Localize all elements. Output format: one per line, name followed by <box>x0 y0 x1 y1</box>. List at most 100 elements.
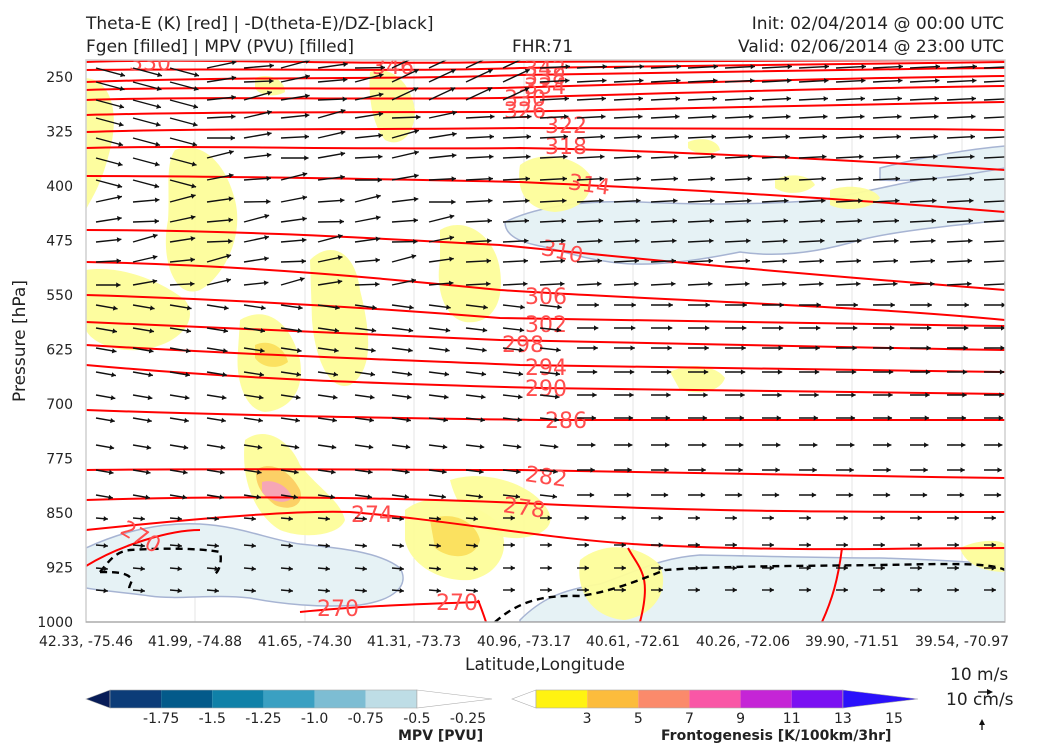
wind-vector-head <box>673 198 678 204</box>
wind-vector <box>687 79 718 83</box>
fgen-region <box>775 175 815 193</box>
wind-vector-head <box>518 371 524 377</box>
x-tick-label: 39.54, -70.97 <box>915 634 1009 650</box>
wind-vector-head <box>378 72 384 78</box>
wind-vector-head <box>968 218 973 224</box>
y-tick-label: 700 <box>46 397 73 413</box>
wind-vector <box>428 60 448 69</box>
wind-vector-head <box>816 302 821 308</box>
wind-vector-head <box>738 467 743 473</box>
wind-vector-head <box>339 197 345 204</box>
wind-vector-head <box>413 69 419 74</box>
theta-e-contour <box>86 409 1005 422</box>
wind-vector <box>317 152 346 159</box>
wind-vector <box>761 219 789 223</box>
theta-e-contour <box>86 61 1005 71</box>
wind-vector-head <box>779 302 784 308</box>
wind-vector-head <box>1006 198 1010 203</box>
wind-vector-head <box>859 154 864 160</box>
y-tick-label: 250 <box>46 70 73 86</box>
wind-vector-head <box>371 347 376 353</box>
wind-vector-head <box>666 369 672 375</box>
wind-vector-head <box>565 64 570 70</box>
wind-vector-head <box>553 444 559 450</box>
wind-vector-head <box>305 93 310 99</box>
wind-vector <box>798 199 826 203</box>
wind-vector-head <box>954 587 959 593</box>
mpv-colorbar-swatch <box>314 690 366 708</box>
wind-vector-head <box>481 371 487 377</box>
wind-vector-head <box>561 218 566 224</box>
wind-vector <box>946 219 974 223</box>
wind-vector <box>391 129 420 139</box>
wind-vector <box>909 199 937 203</box>
wind-vector <box>280 114 310 119</box>
wind-vector <box>946 65 977 69</box>
wind-vector-head <box>823 114 828 120</box>
wind-vector <box>872 177 900 181</box>
wind-vector-head <box>557 304 562 310</box>
wind-vector-head <box>554 417 559 423</box>
wind-vector <box>983 66 1005 69</box>
mpv-colorbar-swatch <box>212 690 264 708</box>
wind-vector-head <box>298 305 303 311</box>
wind-vector-head <box>954 565 959 571</box>
wind-vector-head <box>822 134 827 140</box>
wind-vector-head <box>487 238 492 244</box>
wind-vector-head <box>732 587 737 593</box>
wind-vector-head <box>482 327 488 333</box>
wind-vector-head <box>442 444 448 450</box>
wind-vector-head <box>962 392 967 398</box>
wind-vector <box>724 115 754 119</box>
wind-vector <box>280 172 308 181</box>
wind-vector-head <box>378 132 383 139</box>
wind-vector <box>132 220 160 223</box>
wind-vector-head <box>602 64 607 70</box>
wind-vector-head <box>367 469 373 475</box>
wind-vector-head <box>147 417 152 424</box>
theta-e-contour <box>86 175 1005 213</box>
wind-vector-head <box>154 197 160 203</box>
wind-vector-head <box>732 542 737 548</box>
wind-vector-head <box>552 493 558 499</box>
wind-vector-head <box>970 134 975 140</box>
wind-vector-head <box>591 415 597 421</box>
wind-vector-head <box>288 588 293 594</box>
theta-e-contour <box>86 468 1005 479</box>
wind-vector-head <box>1008 134 1012 139</box>
wind-vector-head <box>190 214 196 221</box>
wind-vector-head <box>301 258 306 264</box>
wind-vector <box>95 117 124 127</box>
wind-vector <box>95 157 123 166</box>
wind-vector-head <box>1008 114 1012 119</box>
wind-vector-head <box>251 516 256 522</box>
wind-vector <box>391 60 411 69</box>
wind-vector-head <box>525 176 530 182</box>
wind-vector <box>724 65 755 69</box>
wind-vector <box>502 177 530 181</box>
wind-vector-head <box>525 198 530 204</box>
wind-vector-head <box>814 369 820 375</box>
contour-label: 342 <box>524 57 566 82</box>
wind-vector-head <box>302 195 308 201</box>
wind-vector-head <box>293 469 299 475</box>
wind-vector <box>95 217 122 223</box>
wind-vector-head <box>853 325 858 331</box>
wind-vector-head <box>118 121 124 127</box>
wind-vector-head <box>822 154 827 160</box>
wind-vector-head <box>486 258 491 264</box>
wind-vector-head <box>325 543 330 549</box>
wind-vector <box>946 199 974 203</box>
wind-vector-head <box>155 141 161 147</box>
wind-vector-head <box>256 469 262 475</box>
wind-vector-head <box>231 94 236 100</box>
wind-vector-head <box>894 218 899 224</box>
wind-vector-head <box>711 154 716 160</box>
wind-vector-head <box>885 492 891 498</box>
wind-vector-head <box>335 304 340 311</box>
wind-vector <box>95 195 123 203</box>
wind-vector-head <box>190 193 196 199</box>
fgen-colorbar-swatch <box>791 690 843 708</box>
wind-vector-head <box>192 121 198 127</box>
wind-vector-head <box>294 444 300 450</box>
